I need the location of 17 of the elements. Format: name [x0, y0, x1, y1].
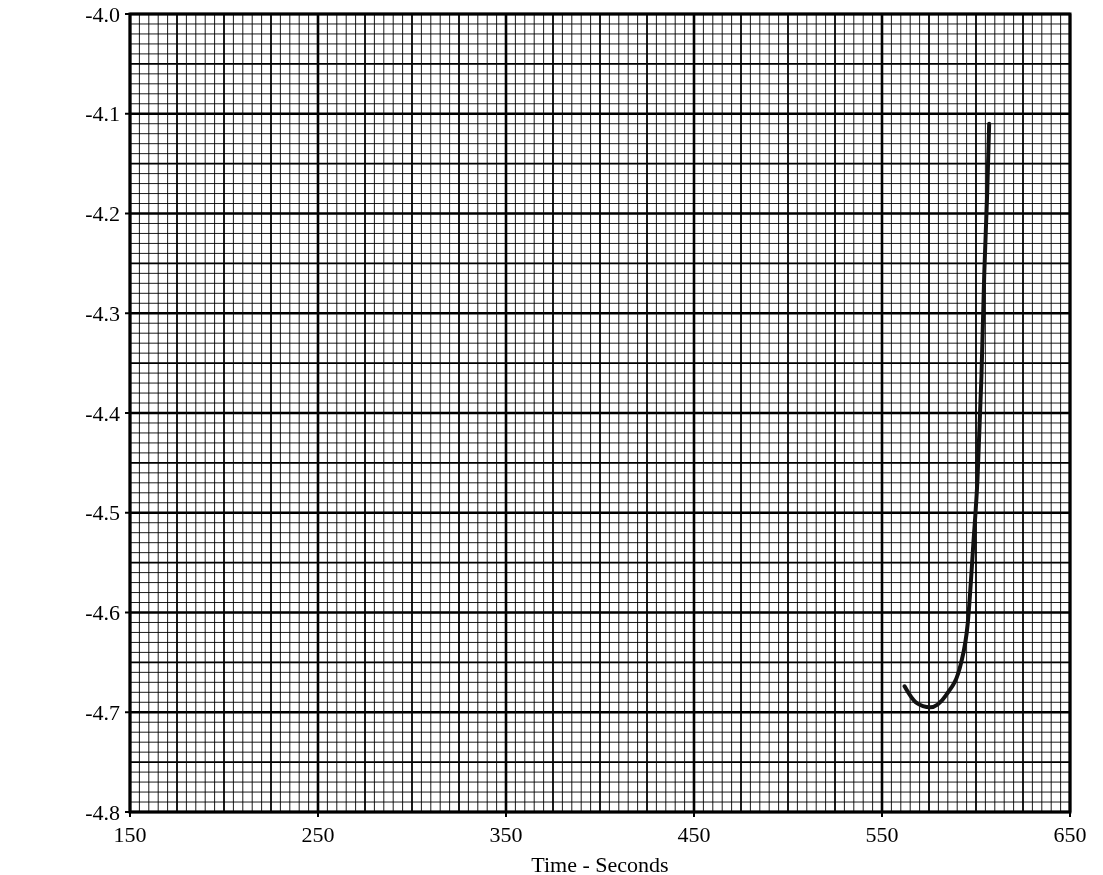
y-tick-label: -4.2 — [85, 201, 120, 227]
x-tick-label: 350 — [489, 822, 523, 847]
x-tick-label: 250 — [301, 822, 335, 847]
y-tick-label: -4.0 — [85, 1, 120, 27]
y-tick-label: -4.3 — [85, 300, 120, 326]
y-tick-label: -4.6 — [85, 600, 120, 626]
y-tick-label: -4.5 — [85, 500, 120, 526]
y-tick-label: -4.8 — [85, 799, 120, 825]
x-tick-label: 450 — [677, 822, 711, 847]
x-tick-label: 550 — [865, 822, 899, 847]
y-tick-label: -4.4 — [85, 400, 120, 426]
y-tick-label: -4.1 — [85, 101, 120, 127]
x-axis-title: Time - Seconds — [531, 852, 669, 875]
x-tick-label: 150 — [113, 822, 147, 847]
x-tick-label: 650 — [1053, 822, 1087, 847]
y-tick-label: -4.7 — [85, 699, 120, 725]
line-series — [902, 121, 992, 710]
